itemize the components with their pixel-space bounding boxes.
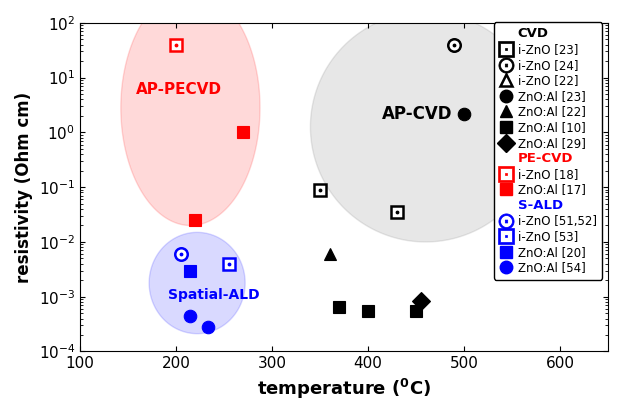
- Polygon shape: [149, 233, 245, 334]
- Y-axis label: resistivity (Ohm cm): resistivity (Ohm cm): [15, 92, 33, 283]
- Text: AP-PECVD: AP-PECVD: [136, 82, 222, 97]
- Text: Spatial-ALD: Spatial-ALD: [168, 288, 260, 302]
- Legend: CVD, i-ZnO [23], i-ZnO [24], i-ZnO [22], ZnO:Al [23], ZnO:Al [22], ZnO:Al [10], : CVD, i-ZnO [23], i-ZnO [24], i-ZnO [22],…: [493, 22, 602, 280]
- X-axis label: temperature ($^{\mathbf{0}}$C): temperature ($^{\mathbf{0}}$C): [257, 377, 431, 401]
- Polygon shape: [121, 0, 260, 225]
- Polygon shape: [310, 12, 541, 242]
- Text: AP-CVD: AP-CVD: [383, 105, 453, 123]
